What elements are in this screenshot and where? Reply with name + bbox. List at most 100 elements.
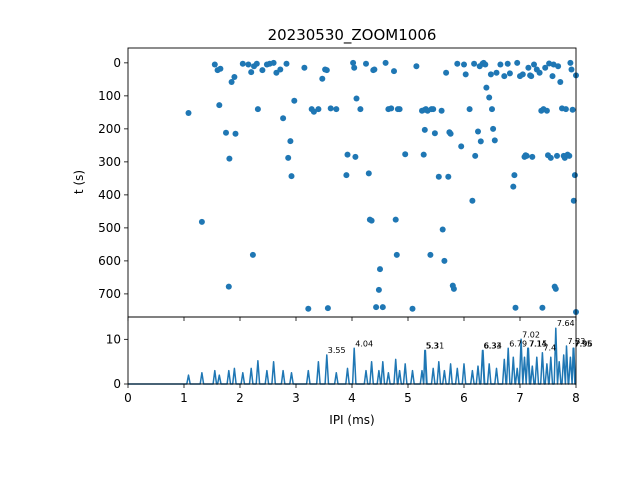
scatter-point	[248, 69, 255, 76]
x-tick-label: 2	[236, 391, 244, 405]
scatter-point	[310, 108, 317, 115]
scatter-point	[435, 173, 442, 180]
x-tick-label: 0	[124, 391, 132, 405]
scatter-point	[285, 154, 292, 161]
scatter-point	[454, 60, 461, 67]
scatter-point	[466, 106, 473, 113]
scatter-point	[552, 285, 559, 292]
scatter-point	[475, 128, 481, 135]
scatter-point	[402, 151, 409, 158]
scatter-point	[420, 151, 427, 158]
scatter-point	[493, 69, 500, 76]
y-tick-label: 600	[98, 254, 121, 268]
scatter-plot-area	[185, 59, 579, 315]
scatter-point	[301, 64, 308, 71]
scatter-point	[421, 126, 428, 133]
scatter-point	[555, 63, 562, 70]
scatter-point	[491, 137, 498, 144]
peak-annotation: 6.33	[483, 342, 501, 351]
scatter-axes: 0 100 200 300 400 500 600 700	[98, 56, 577, 321]
peak-annotation: 5.31	[426, 342, 444, 351]
scatter-point	[431, 130, 438, 137]
scatter-point	[239, 60, 246, 67]
scatter-point	[392, 216, 399, 223]
chart-title: 20230530_ZOOM1006	[268, 26, 437, 45]
scatter-point	[557, 79, 564, 85]
scatter-point	[510, 183, 517, 190]
scatter-point	[546, 60, 553, 67]
scatter-point	[315, 106, 322, 113]
scatter-point	[539, 304, 546, 311]
scatter-point	[223, 129, 229, 136]
scatter-point	[379, 304, 386, 311]
y-tick-label: 10	[106, 332, 121, 346]
y-tick-label: 100	[98, 89, 121, 103]
scatter-point	[542, 64, 549, 71]
y-tick-label: 0	[113, 377, 121, 391]
scatter-point	[388, 105, 395, 112]
scatter-point	[382, 59, 389, 66]
peak-annotation: 5.3	[426, 342, 439, 351]
scatter-point	[567, 59, 574, 66]
scatter-point	[568, 66, 575, 73]
scatter-point	[413, 63, 420, 70]
scatter-point	[396, 106, 403, 113]
scatter-point	[528, 73, 535, 80]
scatter-point	[291, 97, 298, 104]
scatter-point	[277, 66, 284, 73]
scatter-point	[450, 285, 457, 292]
scatter-point	[228, 79, 235, 85]
y-tick-label: 400	[98, 188, 121, 202]
scatter-point	[245, 61, 252, 68]
x-axis-label: IPI (ms)	[329, 413, 374, 427]
scatter-point	[324, 305, 331, 312]
scatter-point	[231, 74, 238, 80]
scatter-point	[225, 283, 232, 290]
scatter-point	[232, 130, 239, 137]
scatter-point	[482, 61, 489, 68]
scatter-point	[377, 266, 383, 273]
scatter-point	[333, 106, 340, 113]
scatter-point	[519, 71, 526, 78]
scatter-point	[469, 197, 476, 204]
x-tick-label: 3	[292, 391, 300, 405]
histogram-axes: 0 1 2 3 4 5 6 7 8 0 10	[106, 332, 580, 405]
scatter-point	[391, 68, 397, 75]
scatter-point	[458, 143, 465, 150]
peak-annotation: 7.14	[529, 339, 547, 348]
scatter-point	[373, 304, 380, 311]
scatter-point	[283, 60, 290, 67]
scatter-point	[562, 106, 569, 113]
scatter-point	[501, 73, 508, 80]
scatter-point	[198, 218, 205, 225]
y-tick-label: 0	[113, 56, 121, 70]
scatter-point	[288, 173, 295, 180]
scatter-point	[270, 59, 277, 66]
scatter-point	[543, 107, 550, 114]
scatter-point	[438, 107, 445, 114]
scatter-point	[487, 71, 494, 78]
y-tick-label: 300	[98, 155, 121, 169]
scatter-point	[353, 95, 360, 102]
scatter-point	[375, 286, 382, 293]
x-tick-label: 5	[404, 391, 412, 405]
scatter-point	[409, 305, 416, 312]
scatter-point	[569, 106, 576, 113]
peak-annotation: 7.15	[529, 339, 547, 348]
y-tick-label: 200	[98, 122, 121, 136]
scatter-point	[217, 65, 224, 72]
scatter-point	[570, 197, 577, 204]
scatter-point	[365, 170, 372, 177]
scatter-point	[511, 172, 518, 179]
scatter-point	[344, 151, 351, 158]
scatter-point	[549, 73, 556, 80]
scatter-point	[259, 67, 266, 74]
peak-annotation: 7.64	[557, 319, 575, 328]
scatter-point	[461, 61, 467, 68]
peak-annotation: 7.4	[543, 344, 556, 353]
x-tick-label: 8	[572, 391, 580, 405]
peak-annotation: 6.79	[509, 339, 527, 348]
scatter-point	[280, 115, 287, 122]
scatter-point	[504, 60, 511, 67]
